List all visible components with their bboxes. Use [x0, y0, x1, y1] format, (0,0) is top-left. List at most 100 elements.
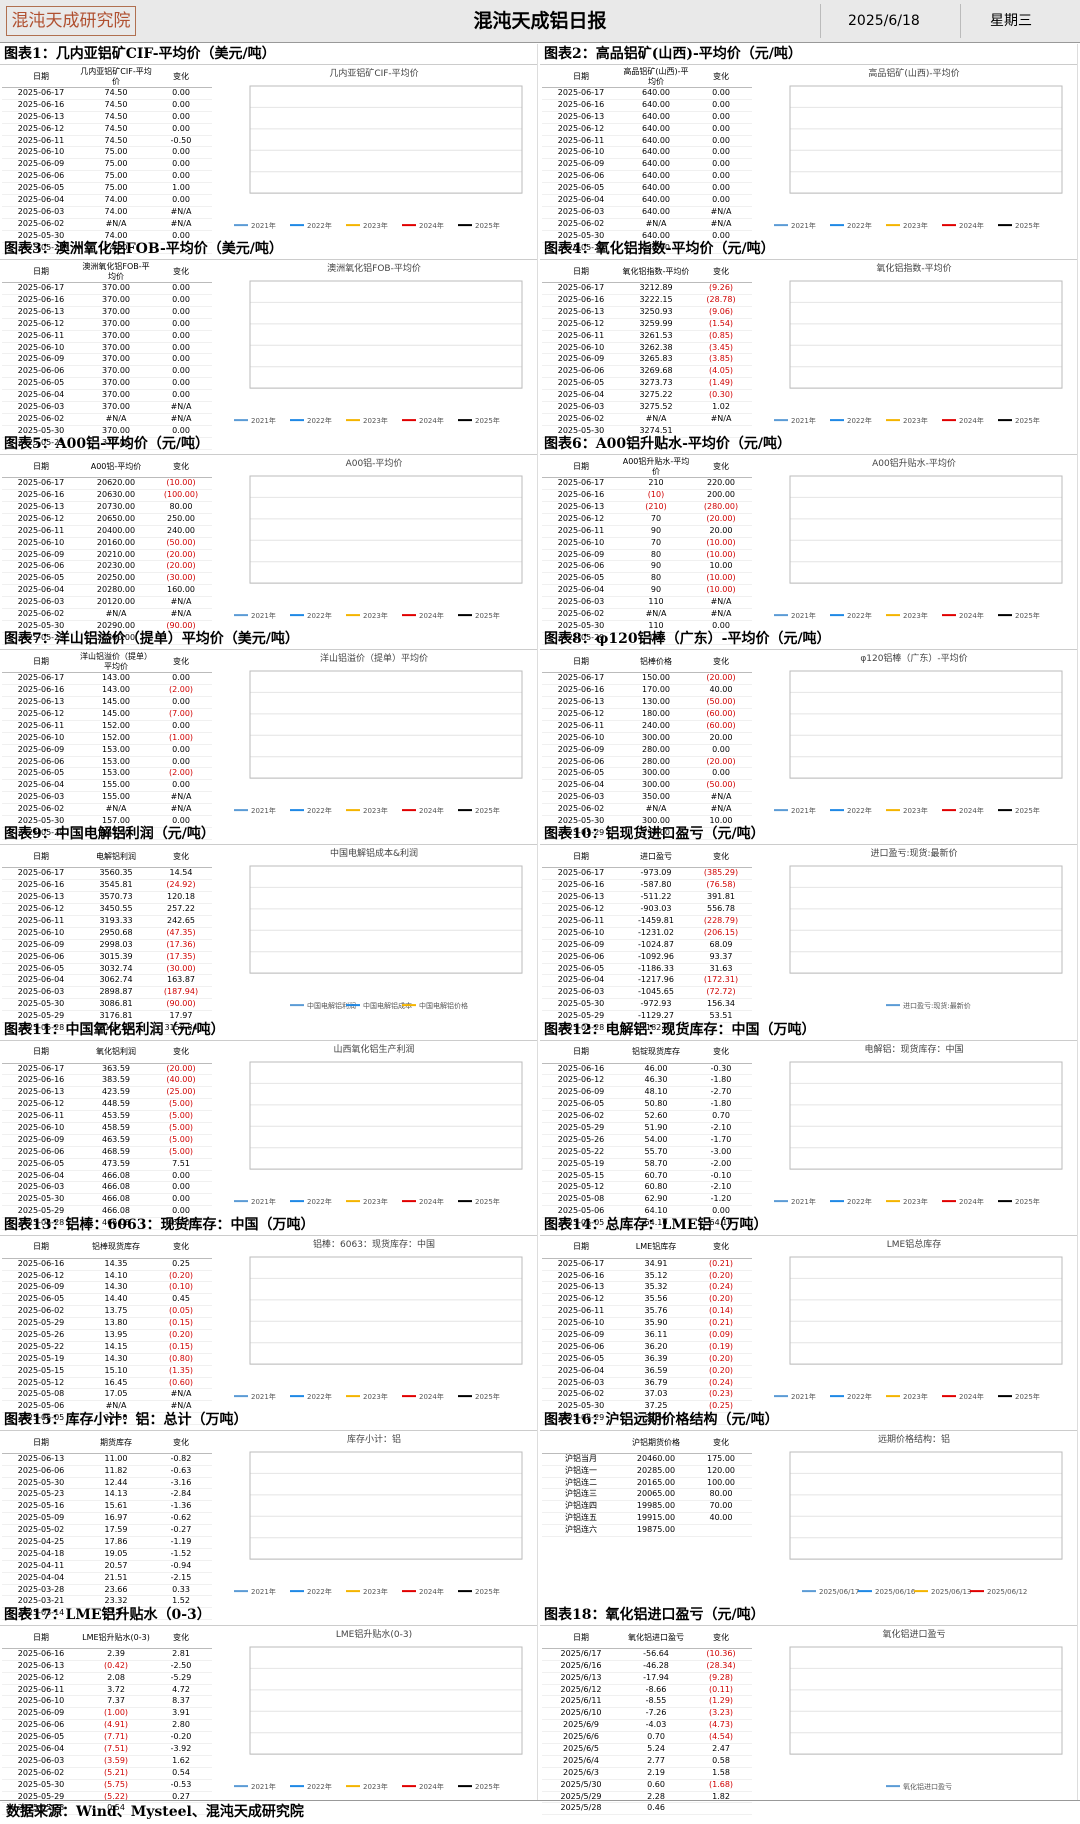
- table-cell: 3262.38: [639, 342, 673, 352]
- table-row: 2025-06-16 14.35 0.25: [2, 1259, 212, 1271]
- table-cell: #N/A: [170, 1389, 192, 1399]
- table-cell: 2025-06-10: [17, 1123, 65, 1132]
- table-cell: 2025-05-30: [17, 620, 65, 630]
- table-cell: (7.00): [168, 709, 194, 718]
- table-cell: 0.00: [712, 1206, 730, 1216]
- table-cell: 7.37: [107, 1696, 125, 1706]
- table-cell: 2025/6/4: [563, 1755, 599, 1765]
- table-cell: (25.00): [166, 1087, 196, 1097]
- table-cell: 2025-06-02: [17, 804, 65, 814]
- table-cell: -1045.65: [638, 987, 674, 997]
- table-row: 2025-06-02 #N/A #N/A: [542, 804, 752, 817]
- table-cell: 68.09: [709, 939, 733, 949]
- table-cell: 170.00: [642, 685, 670, 695]
- legend-label: 2025年: [1015, 806, 1040, 815]
- table-cell: 0.00: [172, 378, 190, 388]
- table-cell: 2025-05-15: [17, 1365, 65, 1375]
- table-cell: 70: [650, 513, 662, 523]
- header-cell: 几内亚铝矿CIF-平均价: [80, 67, 152, 86]
- table-row: 2025-06-04 -1217.96 (172.31): [542, 975, 752, 988]
- table-cell: (210): [645, 502, 667, 511]
- table-row: 2025-06-05 3032.74 (30.00): [2, 964, 212, 976]
- table-row: 2025/6/3 2.19 1.58: [542, 1768, 752, 1780]
- table-cell: 2025-05-19: [557, 1158, 605, 1168]
- table-cell: 20380.00: [96, 632, 136, 642]
- legend-label: 2023年: [363, 806, 388, 815]
- table-cell: (9.06): [708, 306, 734, 316]
- table-cell: 2025-06-04: [557, 780, 605, 790]
- table-cell: 383.59: [102, 1075, 130, 1085]
- table-cell: #N/A: [170, 413, 192, 423]
- header-cell: 变化: [713, 1632, 729, 1642]
- table-row: 沪铝连四 19985.00 70.00: [542, 1501, 752, 1514]
- chart: 澳洲氧化铝FOB-平均价 2021年 2022年 2023年 2024年 2025年: [234, 262, 523, 425]
- table-row: 2025-06-11 74.50 -0.50: [2, 136, 212, 148]
- header-cell: 变化: [713, 657, 729, 667]
- legend-label: 进口盈亏:现货:最新价: [903, 1002, 971, 1011]
- legend-label: 2022年: [847, 806, 872, 815]
- data-table: 日期 高品铝矿(山西)-平均价 变化 2025-06-17 640.00 0.00 2025…: [542, 66, 752, 255]
- table-row: 2025-06-02 (5.21) 0.54: [2, 1768, 212, 1780]
- header-cell: 氧化铝进口盈亏: [628, 1632, 684, 1642]
- table-cell: 2025-06-17: [557, 88, 605, 97]
- chart: 洋山铝溢价（提单）平均价 2021年 2022年 2023年 2024年 2025年: [234, 652, 523, 815]
- table-cell: -1.36: [170, 1501, 192, 1511]
- table-cell: 2025-06-13: [557, 1282, 605, 1292]
- table-cell: 2025-06-06: [17, 756, 65, 766]
- table-cell: 3062.74: [99, 975, 133, 985]
- table-cell: 3086.81: [99, 999, 133, 1009]
- table-row: 2025-06-12 35.56 (0.20): [542, 1294, 752, 1307]
- table-cell: 0.00: [172, 195, 190, 205]
- table-cell: 10.00: [709, 816, 733, 826]
- table-cell: 2025-06-05: [17, 378, 65, 388]
- table-cell: 2025-06-05: [557, 183, 605, 193]
- table-cell: 1.00: [172, 183, 190, 193]
- legend-label: 氧化铝进口盈亏: [903, 1782, 952, 1791]
- plot-frame: [789, 280, 1063, 389]
- table-cell: 2025-06-11: [17, 916, 65, 925]
- table-row: 2025-05-23 14.13 -2.84: [2, 1489, 212, 1502]
- header-cell: A00铝升贴水-平均价: [622, 457, 690, 476]
- table-cell: (1.49): [708, 378, 734, 388]
- panel-title: 图表7：洋山铝溢价（提单）平均价（美元/吨）: [0, 629, 537, 651]
- table-cell: 20.00: [709, 525, 733, 535]
- table-cell: 0.00: [172, 147, 190, 157]
- table-row: 2025-06-10 370.00 0.00: [2, 343, 212, 355]
- panel-title: 图表2：高品铝矿(山西)-平均价（元/吨）: [540, 44, 1077, 65]
- table-cell: 2025-06-12: [17, 1270, 65, 1280]
- table-row: 2025-06-02 #N/A #N/A: [2, 804, 212, 817]
- plot-frame: [789, 85, 1063, 194]
- table-cell: 2025-06-06: [557, 1341, 605, 1351]
- table-cell: 110: [648, 620, 664, 630]
- table-row: 2025/6/4 2.77 0.58: [542, 1756, 752, 1768]
- table-cell: 0.00: [172, 720, 190, 730]
- table-cell: 2025-05-12: [17, 1377, 65, 1387]
- table-cell: 2025-06-10: [557, 927, 605, 937]
- table-row: 2025-05-29 110: [542, 633, 752, 645]
- table-row: 2025-06-06 153.00 0.00: [2, 757, 212, 769]
- table-row: 2025-06-13 3570.73 120.18: [2, 892, 212, 905]
- header-cell: 变化: [173, 1632, 189, 1642]
- table-cell: 0.00: [172, 330, 190, 340]
- table-cell: (28.78): [706, 295, 736, 304]
- table-cell: 2025-06-17: [557, 283, 605, 293]
- table-row: 2025-06-03 155.00 #N/A: [2, 792, 212, 805]
- table-row: 2025/5/30 0.60 (1.68): [542, 1780, 752, 1792]
- table-cell: -2.10: [710, 1182, 732, 1192]
- table-cell: 2025-06-09: [557, 1087, 605, 1097]
- table-row: 2025-05-30 37.25 (0.25): [542, 1401, 752, 1414]
- table-row: 2025-06-16 2.39 2.81: [2, 1649, 212, 1661]
- table-row: 2025-06-03 (3.59) 1.62: [2, 1756, 212, 1768]
- table-row: 2025-06-10 -1231.02 (206.15): [542, 928, 752, 940]
- table-cell: 80.00: [709, 1489, 733, 1499]
- table-cell: 0.00: [172, 1170, 190, 1180]
- table-row: 2025-06-06 (4.91) 2.80: [2, 1720, 212, 1733]
- table-cell: 2025-06-11: [557, 1306, 605, 1316]
- plot-frame: [249, 1256, 523, 1365]
- table-row: 2025-06-12 14.10 (0.20): [2, 1271, 212, 1283]
- table-row: 2025-06-17 74.50 0.00: [2, 88, 212, 100]
- table-row: 2025-06-02 #N/A #N/A: [2, 219, 212, 231]
- legend-label: 2024年: [419, 1392, 444, 1401]
- table-cell: 466.08: [102, 1194, 130, 1204]
